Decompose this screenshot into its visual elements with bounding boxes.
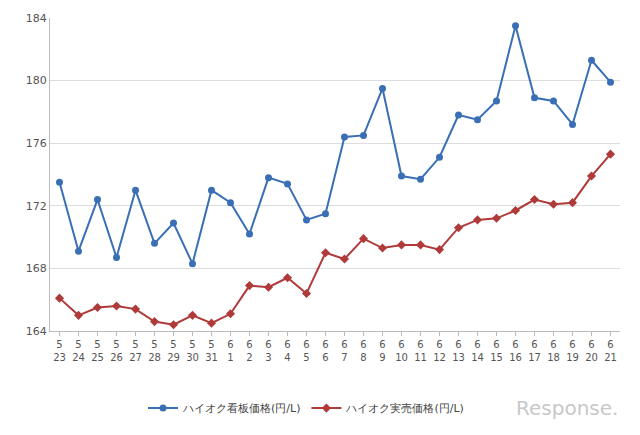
svg-text:176: 176 — [26, 137, 47, 150]
svg-text:168: 168 — [26, 262, 47, 275]
svg-text:613: 613 — [452, 339, 465, 363]
svg-text:ハイオク看板価格(円/L): ハイオク看板価格(円/L) — [182, 402, 300, 415]
svg-text:610: 610 — [395, 339, 408, 363]
svg-text:ハイオク実売価格(円/L): ハイオク実売価格(円/L) — [345, 402, 463, 415]
svg-text:621: 621 — [604, 339, 617, 363]
svg-text:617: 617 — [528, 339, 541, 363]
svg-text:530: 530 — [186, 339, 199, 363]
svg-text:528: 528 — [148, 339, 161, 363]
svg-text:527: 527 — [129, 339, 142, 363]
svg-text:524: 524 — [72, 339, 85, 363]
svg-text:616: 616 — [509, 339, 522, 363]
svg-text:526: 526 — [110, 339, 123, 363]
svg-text:614: 614 — [471, 339, 484, 363]
svg-text:525: 525 — [91, 339, 104, 363]
svg-text:68: 68 — [360, 339, 366, 363]
svg-text:180: 180 — [26, 74, 47, 87]
svg-text:618: 618 — [547, 339, 560, 363]
svg-text:619: 619 — [566, 339, 579, 363]
svg-text:67: 67 — [341, 339, 347, 363]
svg-text:172: 172 — [26, 200, 47, 213]
svg-text:184: 184 — [26, 12, 47, 25]
svg-text:61: 61 — [227, 339, 233, 363]
svg-text:62: 62 — [246, 339, 252, 363]
svg-text:Response.: Response. — [516, 396, 618, 420]
svg-text:523: 523 — [53, 339, 66, 363]
svg-text:66: 66 — [322, 339, 328, 363]
svg-text:69: 69 — [379, 339, 385, 363]
svg-text:531: 531 — [205, 339, 218, 363]
svg-text:64: 64 — [284, 339, 290, 363]
svg-text:63: 63 — [265, 339, 271, 363]
svg-text:65: 65 — [303, 339, 309, 363]
svg-text:612: 612 — [433, 339, 446, 363]
svg-text:164: 164 — [26, 325, 47, 338]
svg-text:620: 620 — [585, 339, 598, 363]
svg-text:611: 611 — [414, 339, 427, 363]
svg-text:529: 529 — [167, 339, 180, 363]
svg-text:615: 615 — [490, 339, 503, 363]
